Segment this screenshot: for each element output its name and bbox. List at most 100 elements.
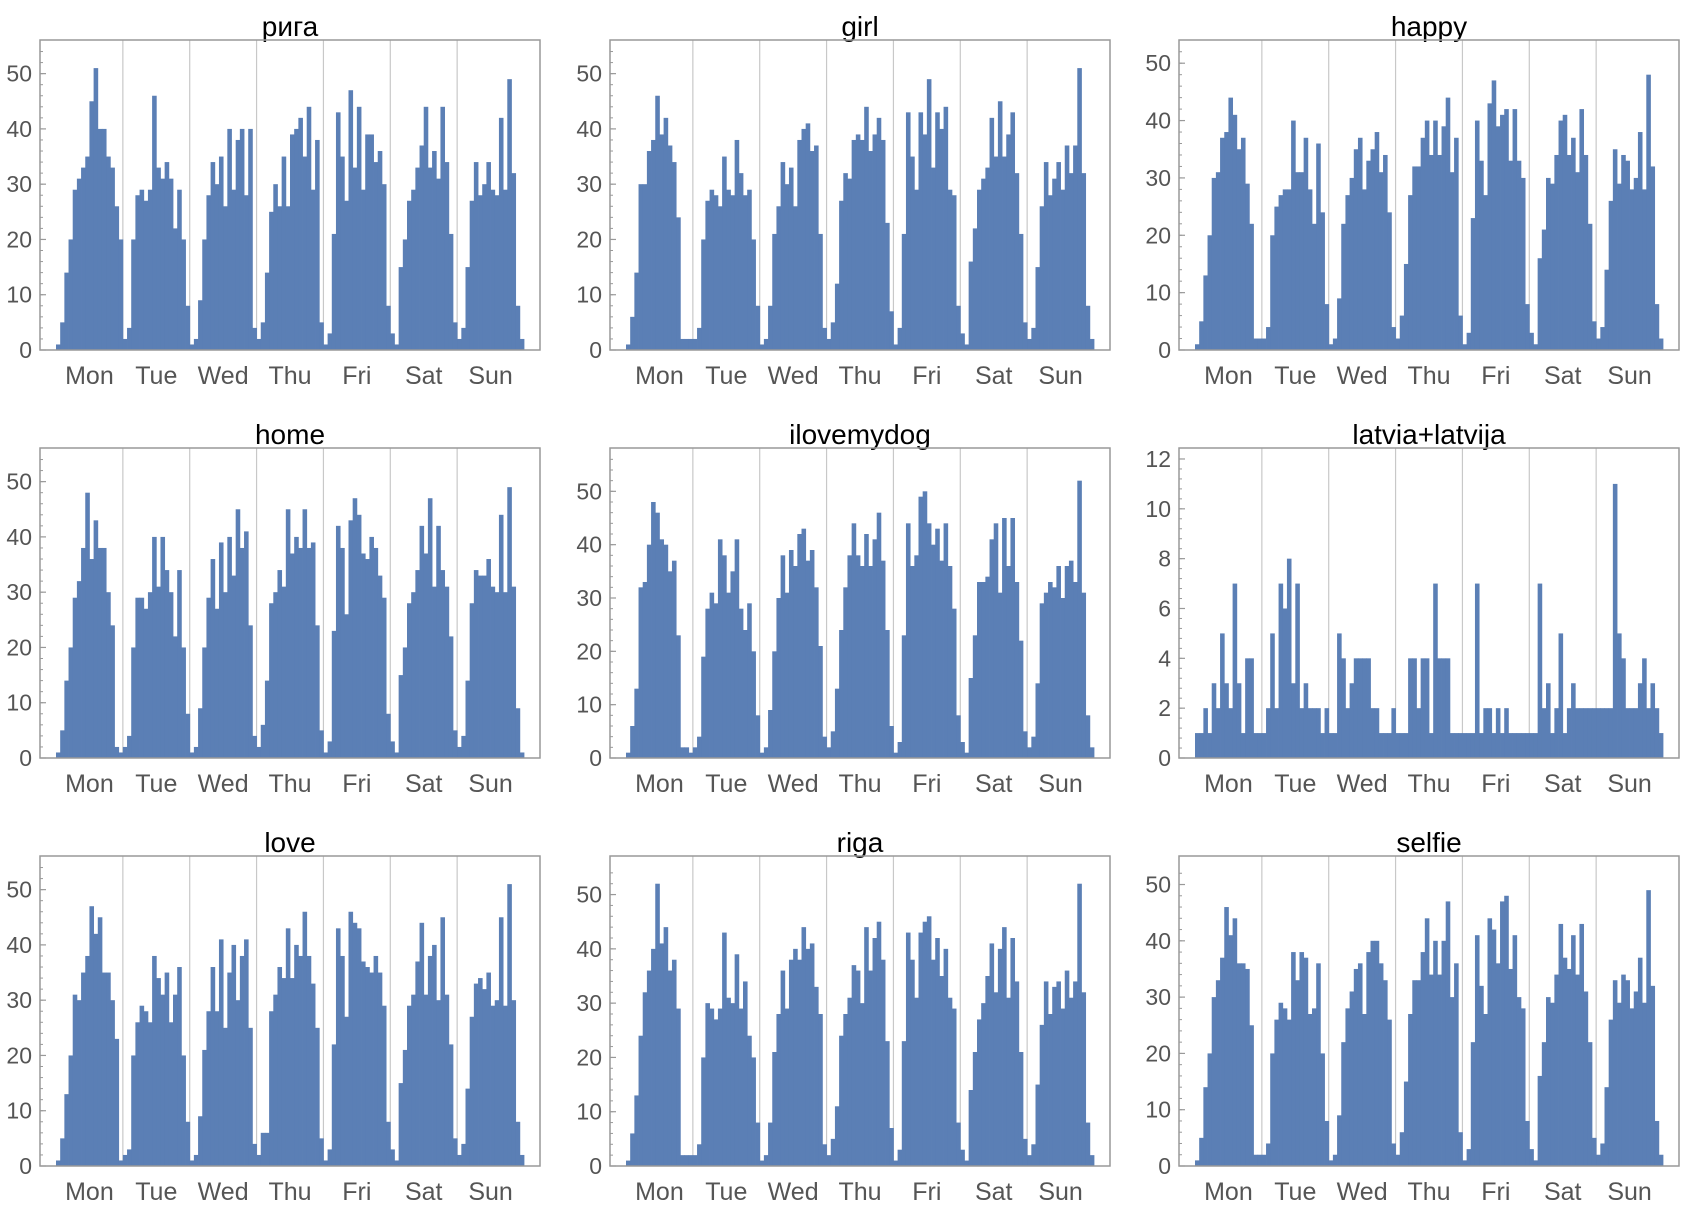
day-label-sun: Sun: [1038, 362, 1082, 390]
bar-sun-11: [503, 1005, 508, 1166]
bar-sat-8: [1562, 114, 1568, 350]
bar-sun-5: [1617, 633, 1622, 758]
bar-thu-1: [260, 322, 266, 350]
bar-tue-9: [730, 571, 736, 758]
bar-tue-2: [701, 239, 706, 350]
bar-tue-10: [734, 139, 740, 350]
bar-wed-3: [772, 233, 777, 350]
bar-sat-6: [985, 976, 990, 1166]
bar-tue-15: [185, 1121, 191, 1166]
bar-mon-0: [626, 1160, 631, 1166]
bar-mon-4: [642, 582, 648, 758]
bar-thu-4: [273, 994, 278, 1166]
bar-mon-7: [85, 492, 90, 758]
bar-thu-0: [1395, 733, 1401, 758]
bar-thu-13: [310, 189, 316, 350]
bar-sun-14: [1085, 305, 1091, 350]
bar-fri-14: [1520, 733, 1526, 758]
bar-sat-13: [444, 586, 450, 758]
bar-thu-13: [1449, 172, 1455, 350]
bar-thu-0: [826, 338, 832, 350]
bar-sat-4: [1546, 997, 1551, 1166]
bar-sun-11: [503, 189, 508, 350]
bar-sun-10: [1068, 173, 1074, 350]
bar-tue-6: [1286, 558, 1292, 758]
bar-mon-6: [1220, 137, 1225, 350]
bar-tue-10: [734, 539, 740, 758]
bar-fri-4: [340, 547, 345, 758]
bar-sat-5: [1550, 183, 1555, 350]
bar-wed-15: [1391, 708, 1396, 758]
bar-sat-3: [1541, 229, 1547, 350]
bar-fri-10: [935, 938, 940, 1166]
bar-fri-0: [893, 752, 899, 758]
bar-mon-6: [651, 502, 656, 758]
plot-frame: [1178, 855, 1680, 1167]
bar-wed-0: [759, 752, 765, 758]
panel-title: ilovemydog: [789, 419, 931, 450]
bar-fri-7: [352, 922, 358, 1166]
y-tick-label: 10: [1145, 496, 1171, 522]
bar-mon-8: [89, 101, 95, 351]
y-tick-label: 2: [1158, 695, 1171, 721]
bar-sun-14: [1085, 1122, 1091, 1166]
bar-mon-9: [93, 933, 99, 1166]
bar-tue-12: [173, 228, 178, 350]
bar-sat-2: [398, 1083, 404, 1166]
bar-sat-12: [1579, 708, 1585, 758]
y-tick-label: 0: [1158, 1153, 1171, 1179]
bar-thu-11: [302, 911, 308, 1166]
bar-tue-2: [701, 656, 706, 758]
bar-thu-10: [1437, 658, 1442, 758]
bar-tue-15: [1324, 1120, 1330, 1166]
bar-mon-2: [1203, 708, 1208, 758]
bar-wed-4: [1345, 1008, 1351, 1166]
bar-thu-7: [1424, 120, 1430, 350]
bar-sun-12: [507, 79, 512, 350]
bar-sat-10: [1571, 935, 1576, 1166]
day-label-wed: Wed: [1337, 1178, 1388, 1206]
bar-sun-9: [1633, 177, 1639, 350]
bar-sat-2: [1537, 583, 1543, 758]
bar-fri-4: [1479, 985, 1484, 1166]
bar-fri-8: [1495, 708, 1501, 758]
bar-tue-14: [751, 651, 756, 758]
bar-fri-9: [1500, 733, 1505, 758]
bar-mon-1: [1199, 1137, 1204, 1166]
bar-tue-0: [1261, 1154, 1267, 1166]
bar-sun-14: [1654, 304, 1660, 350]
bar-sat-3: [402, 239, 408, 350]
y-tick-label: 20: [6, 634, 32, 660]
bar-fri-14: [381, 597, 387, 758]
bar-mon-7: [1224, 132, 1229, 350]
bar-sat-2: [968, 261, 974, 350]
y-tick-label: 4: [1158, 645, 1171, 671]
bar-wed-9: [797, 139, 802, 350]
bar-sun-13: [511, 1000, 517, 1166]
bar-fri-7: [1491, 733, 1497, 758]
bar-fri-1: [897, 327, 903, 350]
bar-sun-1: [1031, 327, 1036, 350]
bar-sat-0: [390, 1149, 395, 1166]
panel-title: riga: [837, 827, 884, 858]
bar-sat-15: [1022, 322, 1028, 350]
bar-thu-7: [1424, 658, 1430, 758]
bar-tue-4: [709, 189, 715, 350]
bar-thu-9: [864, 106, 869, 350]
y-tick-label: 12: [1145, 446, 1171, 472]
bar-sun-7: [486, 559, 491, 758]
bar-fri-7: [352, 167, 358, 350]
bar-wed-15: [822, 736, 827, 758]
bar-fri-5: [344, 200, 349, 350]
bar-sat-15: [1591, 708, 1597, 758]
bar-mon-15: [1257, 1154, 1263, 1166]
y-tick-label: 20: [6, 1042, 32, 1068]
bar-thu-13: [880, 560, 886, 758]
bar-sun-4: [1043, 981, 1049, 1166]
bar-wed-12: [809, 550, 815, 758]
bar-tue-10: [164, 972, 170, 1166]
bar-fri-1: [1466, 733, 1472, 758]
bar-thu-8: [290, 553, 295, 758]
bar-sat-10: [432, 151, 437, 350]
bar-tue-9: [1299, 952, 1305, 1166]
